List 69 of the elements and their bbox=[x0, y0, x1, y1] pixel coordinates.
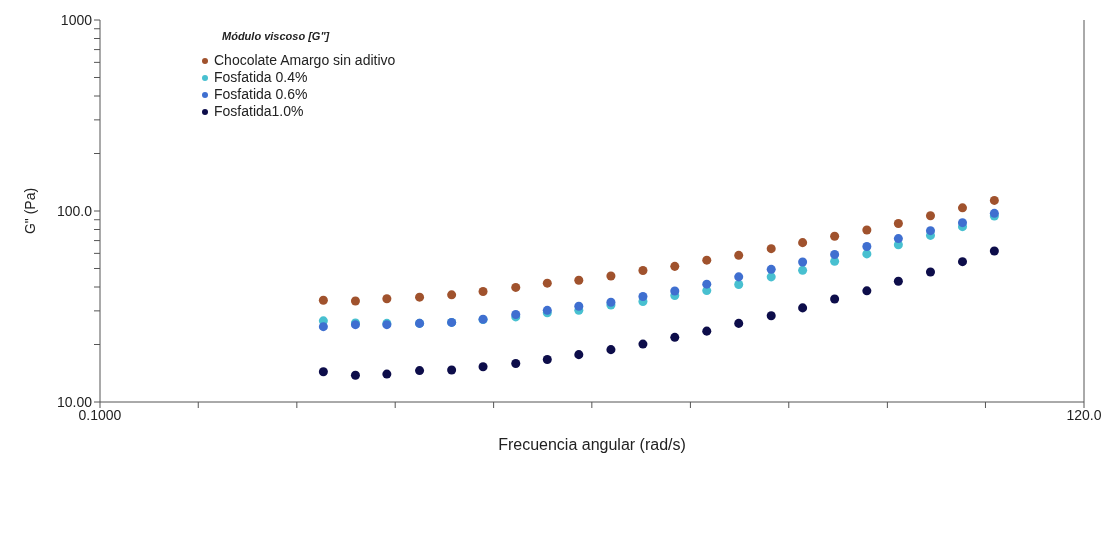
point bbox=[670, 286, 680, 296]
point bbox=[670, 261, 680, 271]
y-tick-label: 1000 bbox=[60, 11, 93, 28]
point bbox=[893, 276, 903, 286]
point bbox=[542, 354, 552, 364]
point bbox=[766, 244, 776, 254]
point bbox=[638, 266, 648, 276]
point bbox=[830, 294, 840, 304]
point bbox=[734, 272, 744, 282]
point bbox=[702, 255, 712, 265]
point bbox=[957, 203, 968, 213]
point bbox=[862, 241, 872, 251]
point bbox=[606, 345, 616, 355]
x-tick-label: 120.0 bbox=[1066, 406, 1102, 423]
point bbox=[318, 367, 328, 377]
point bbox=[989, 246, 999, 256]
point bbox=[830, 231, 840, 241]
point bbox=[734, 250, 744, 260]
point bbox=[798, 257, 808, 267]
point bbox=[511, 282, 521, 292]
point bbox=[447, 365, 457, 375]
point bbox=[511, 359, 521, 369]
point bbox=[574, 301, 584, 311]
point bbox=[574, 275, 584, 285]
point bbox=[798, 238, 808, 248]
point bbox=[862, 225, 872, 235]
point bbox=[542, 278, 552, 288]
y-tick-label: 100.0 bbox=[56, 202, 93, 219]
point bbox=[415, 366, 425, 376]
point bbox=[382, 294, 392, 304]
point bbox=[350, 370, 360, 380]
point bbox=[702, 326, 712, 336]
point bbox=[989, 195, 999, 205]
point bbox=[925, 226, 935, 236]
point bbox=[606, 271, 616, 281]
point bbox=[862, 286, 872, 296]
point bbox=[574, 350, 584, 360]
point bbox=[925, 267, 935, 277]
legend-label: Chocolate Amargo sin aditivo bbox=[214, 52, 396, 69]
point bbox=[893, 219, 903, 229]
point bbox=[318, 322, 328, 332]
point bbox=[382, 369, 392, 379]
point bbox=[957, 218, 968, 228]
x-axis-title: Frecuencia angular (rad/s) bbox=[498, 436, 686, 453]
point bbox=[766, 264, 776, 274]
point bbox=[798, 265, 808, 275]
legend-label: Fosfatida1.0% bbox=[214, 103, 304, 120]
legend-label: Fosfatida 0.4% bbox=[214, 69, 308, 86]
y-axis-title: G" (Pa) bbox=[21, 187, 38, 235]
legend-title: Módulo viscoso [G"] bbox=[222, 30, 331, 42]
point bbox=[478, 362, 488, 372]
point bbox=[766, 311, 776, 321]
point bbox=[734, 280, 744, 290]
point bbox=[670, 332, 680, 342]
point bbox=[734, 318, 744, 328]
point bbox=[925, 211, 935, 221]
point bbox=[702, 279, 712, 289]
legend-label: Fosfatida 0.6% bbox=[214, 86, 308, 103]
point bbox=[830, 249, 840, 259]
point bbox=[415, 292, 425, 302]
point bbox=[638, 291, 648, 301]
point bbox=[893, 234, 903, 244]
point bbox=[447, 290, 457, 300]
point bbox=[638, 339, 648, 349]
point bbox=[957, 257, 968, 267]
point bbox=[798, 303, 808, 313]
point bbox=[478, 286, 488, 296]
point bbox=[350, 296, 360, 306]
point bbox=[318, 295, 328, 305]
